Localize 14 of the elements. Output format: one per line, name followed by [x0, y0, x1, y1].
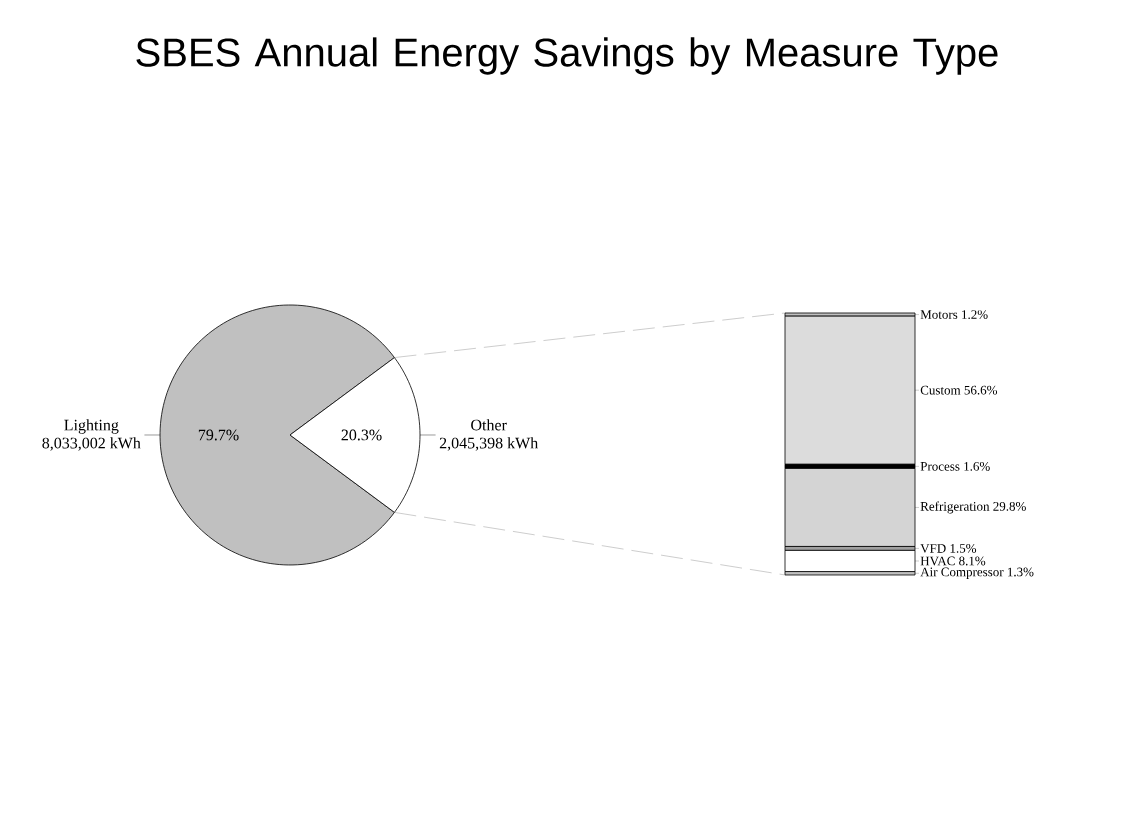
data-label: Refrigeration 29.8% — [920, 501, 1026, 514]
data-label: 79.7% — [198, 429, 239, 441]
data-label: 20.3% — [341, 429, 382, 441]
data-label: Custom 56.6% — [920, 385, 998, 395]
chart-title: SBES Annual Energy Savings by Measure Type — [136, 37, 998, 75]
data-label: Motors 1.2% — [920, 310, 988, 319]
data-label: Air Compressor 1.3% — [920, 567, 1034, 579]
text: 2,045,398 kWh — [439, 437, 539, 451]
legend-label: Other — [471, 419, 507, 431]
data-label: HVAC 8.1% — [920, 556, 986, 566]
slice-label: Lighting — [64, 419, 119, 434]
text: 8,033,002 kWh — [42, 437, 141, 451]
data-label: Process 1.6% — [920, 461, 990, 471]
data-label: VFD 1.5% — [920, 544, 977, 553]
